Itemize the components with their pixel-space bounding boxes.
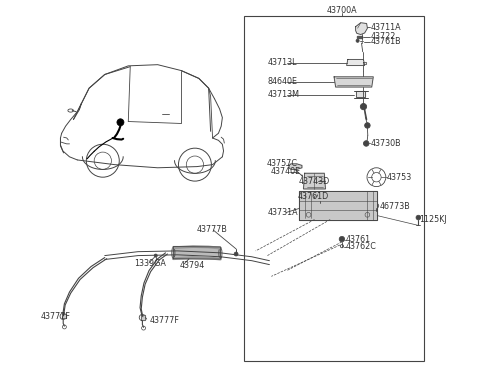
Bar xyxy=(244,16,424,361)
Circle shape xyxy=(339,236,345,242)
Polygon shape xyxy=(357,36,362,38)
Text: 1339GA: 1339GA xyxy=(134,259,166,268)
Text: 43761: 43761 xyxy=(346,236,371,244)
Circle shape xyxy=(318,197,322,201)
Text: 43713M: 43713M xyxy=(267,91,300,99)
Circle shape xyxy=(312,192,316,196)
Text: 46773B: 46773B xyxy=(379,203,410,211)
Text: 43713L: 43713L xyxy=(267,58,297,67)
Text: 43761B: 43761B xyxy=(370,38,401,46)
Text: 43777F: 43777F xyxy=(150,316,180,325)
Polygon shape xyxy=(334,77,373,87)
Polygon shape xyxy=(356,23,367,34)
Polygon shape xyxy=(303,173,325,189)
Polygon shape xyxy=(173,247,220,259)
Text: 43777F: 43777F xyxy=(41,312,71,321)
Polygon shape xyxy=(289,164,302,169)
Polygon shape xyxy=(299,191,377,220)
Text: 43794: 43794 xyxy=(179,261,204,270)
Text: 43730B: 43730B xyxy=(370,139,401,147)
Circle shape xyxy=(363,141,369,146)
Circle shape xyxy=(356,39,359,42)
Text: 43731A: 43731A xyxy=(267,208,298,217)
Text: 43722: 43722 xyxy=(370,33,396,41)
Polygon shape xyxy=(347,60,365,65)
Polygon shape xyxy=(141,315,145,320)
Circle shape xyxy=(234,252,238,256)
Polygon shape xyxy=(363,62,366,64)
Text: 43700A: 43700A xyxy=(326,7,357,15)
Text: 84640E: 84640E xyxy=(267,78,298,86)
Circle shape xyxy=(360,103,367,110)
Text: 43757C: 43757C xyxy=(267,160,298,168)
Circle shape xyxy=(154,254,157,257)
Text: 43740E: 43740E xyxy=(271,167,300,176)
Circle shape xyxy=(117,119,124,126)
Circle shape xyxy=(374,203,379,208)
Polygon shape xyxy=(61,314,66,318)
Text: 1125KJ: 1125KJ xyxy=(420,215,447,224)
Text: 43743D: 43743D xyxy=(299,177,330,185)
Text: 43753: 43753 xyxy=(387,173,412,181)
Polygon shape xyxy=(356,91,365,97)
Text: 43761D: 43761D xyxy=(298,192,329,201)
Text: 43777B: 43777B xyxy=(197,225,228,234)
Circle shape xyxy=(416,215,420,220)
Text: 43762C: 43762C xyxy=(346,243,377,251)
Text: 43711A: 43711A xyxy=(370,23,401,32)
Circle shape xyxy=(365,123,370,128)
